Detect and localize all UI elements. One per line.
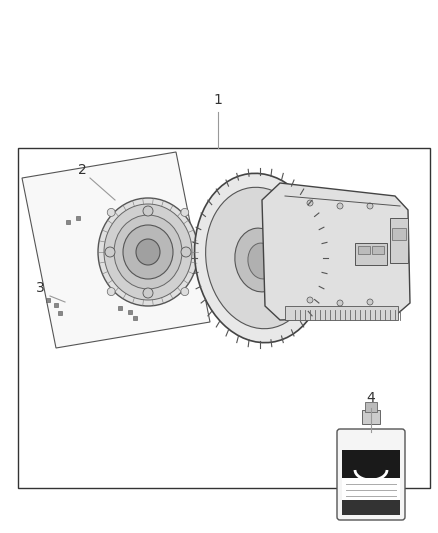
Bar <box>18 148 430 488</box>
Ellipse shape <box>114 215 182 289</box>
Ellipse shape <box>205 187 314 329</box>
Bar <box>355 243 387 265</box>
Circle shape <box>107 288 115 296</box>
Text: 2: 2 <box>78 163 86 177</box>
Bar <box>362 410 380 424</box>
Ellipse shape <box>104 204 192 300</box>
Ellipse shape <box>136 239 160 265</box>
Circle shape <box>181 208 189 216</box>
Ellipse shape <box>248 243 276 279</box>
Bar <box>365 402 377 412</box>
Bar <box>342 450 400 478</box>
Text: 4: 4 <box>367 391 375 405</box>
Polygon shape <box>285 306 398 320</box>
Circle shape <box>107 208 115 216</box>
Circle shape <box>143 206 153 216</box>
Circle shape <box>181 247 191 257</box>
Ellipse shape <box>194 173 325 343</box>
Bar <box>358 246 370 254</box>
Bar <box>372 246 384 254</box>
Text: 1: 1 <box>214 93 223 107</box>
Bar <box>390 218 408 263</box>
Text: 3: 3 <box>35 281 44 295</box>
Circle shape <box>143 288 153 298</box>
Ellipse shape <box>235 228 285 292</box>
Bar <box>342 500 400 515</box>
Ellipse shape <box>98 198 198 306</box>
Circle shape <box>181 288 189 296</box>
Bar <box>342 478 400 500</box>
Ellipse shape <box>123 225 173 279</box>
Circle shape <box>367 299 373 305</box>
Circle shape <box>105 247 115 257</box>
Circle shape <box>307 200 313 206</box>
Circle shape <box>337 203 343 209</box>
Polygon shape <box>22 152 210 348</box>
Circle shape <box>337 300 343 306</box>
Bar <box>392 228 406 240</box>
Circle shape <box>307 297 313 303</box>
Polygon shape <box>262 183 410 320</box>
FancyBboxPatch shape <box>337 429 405 520</box>
Circle shape <box>367 203 373 209</box>
